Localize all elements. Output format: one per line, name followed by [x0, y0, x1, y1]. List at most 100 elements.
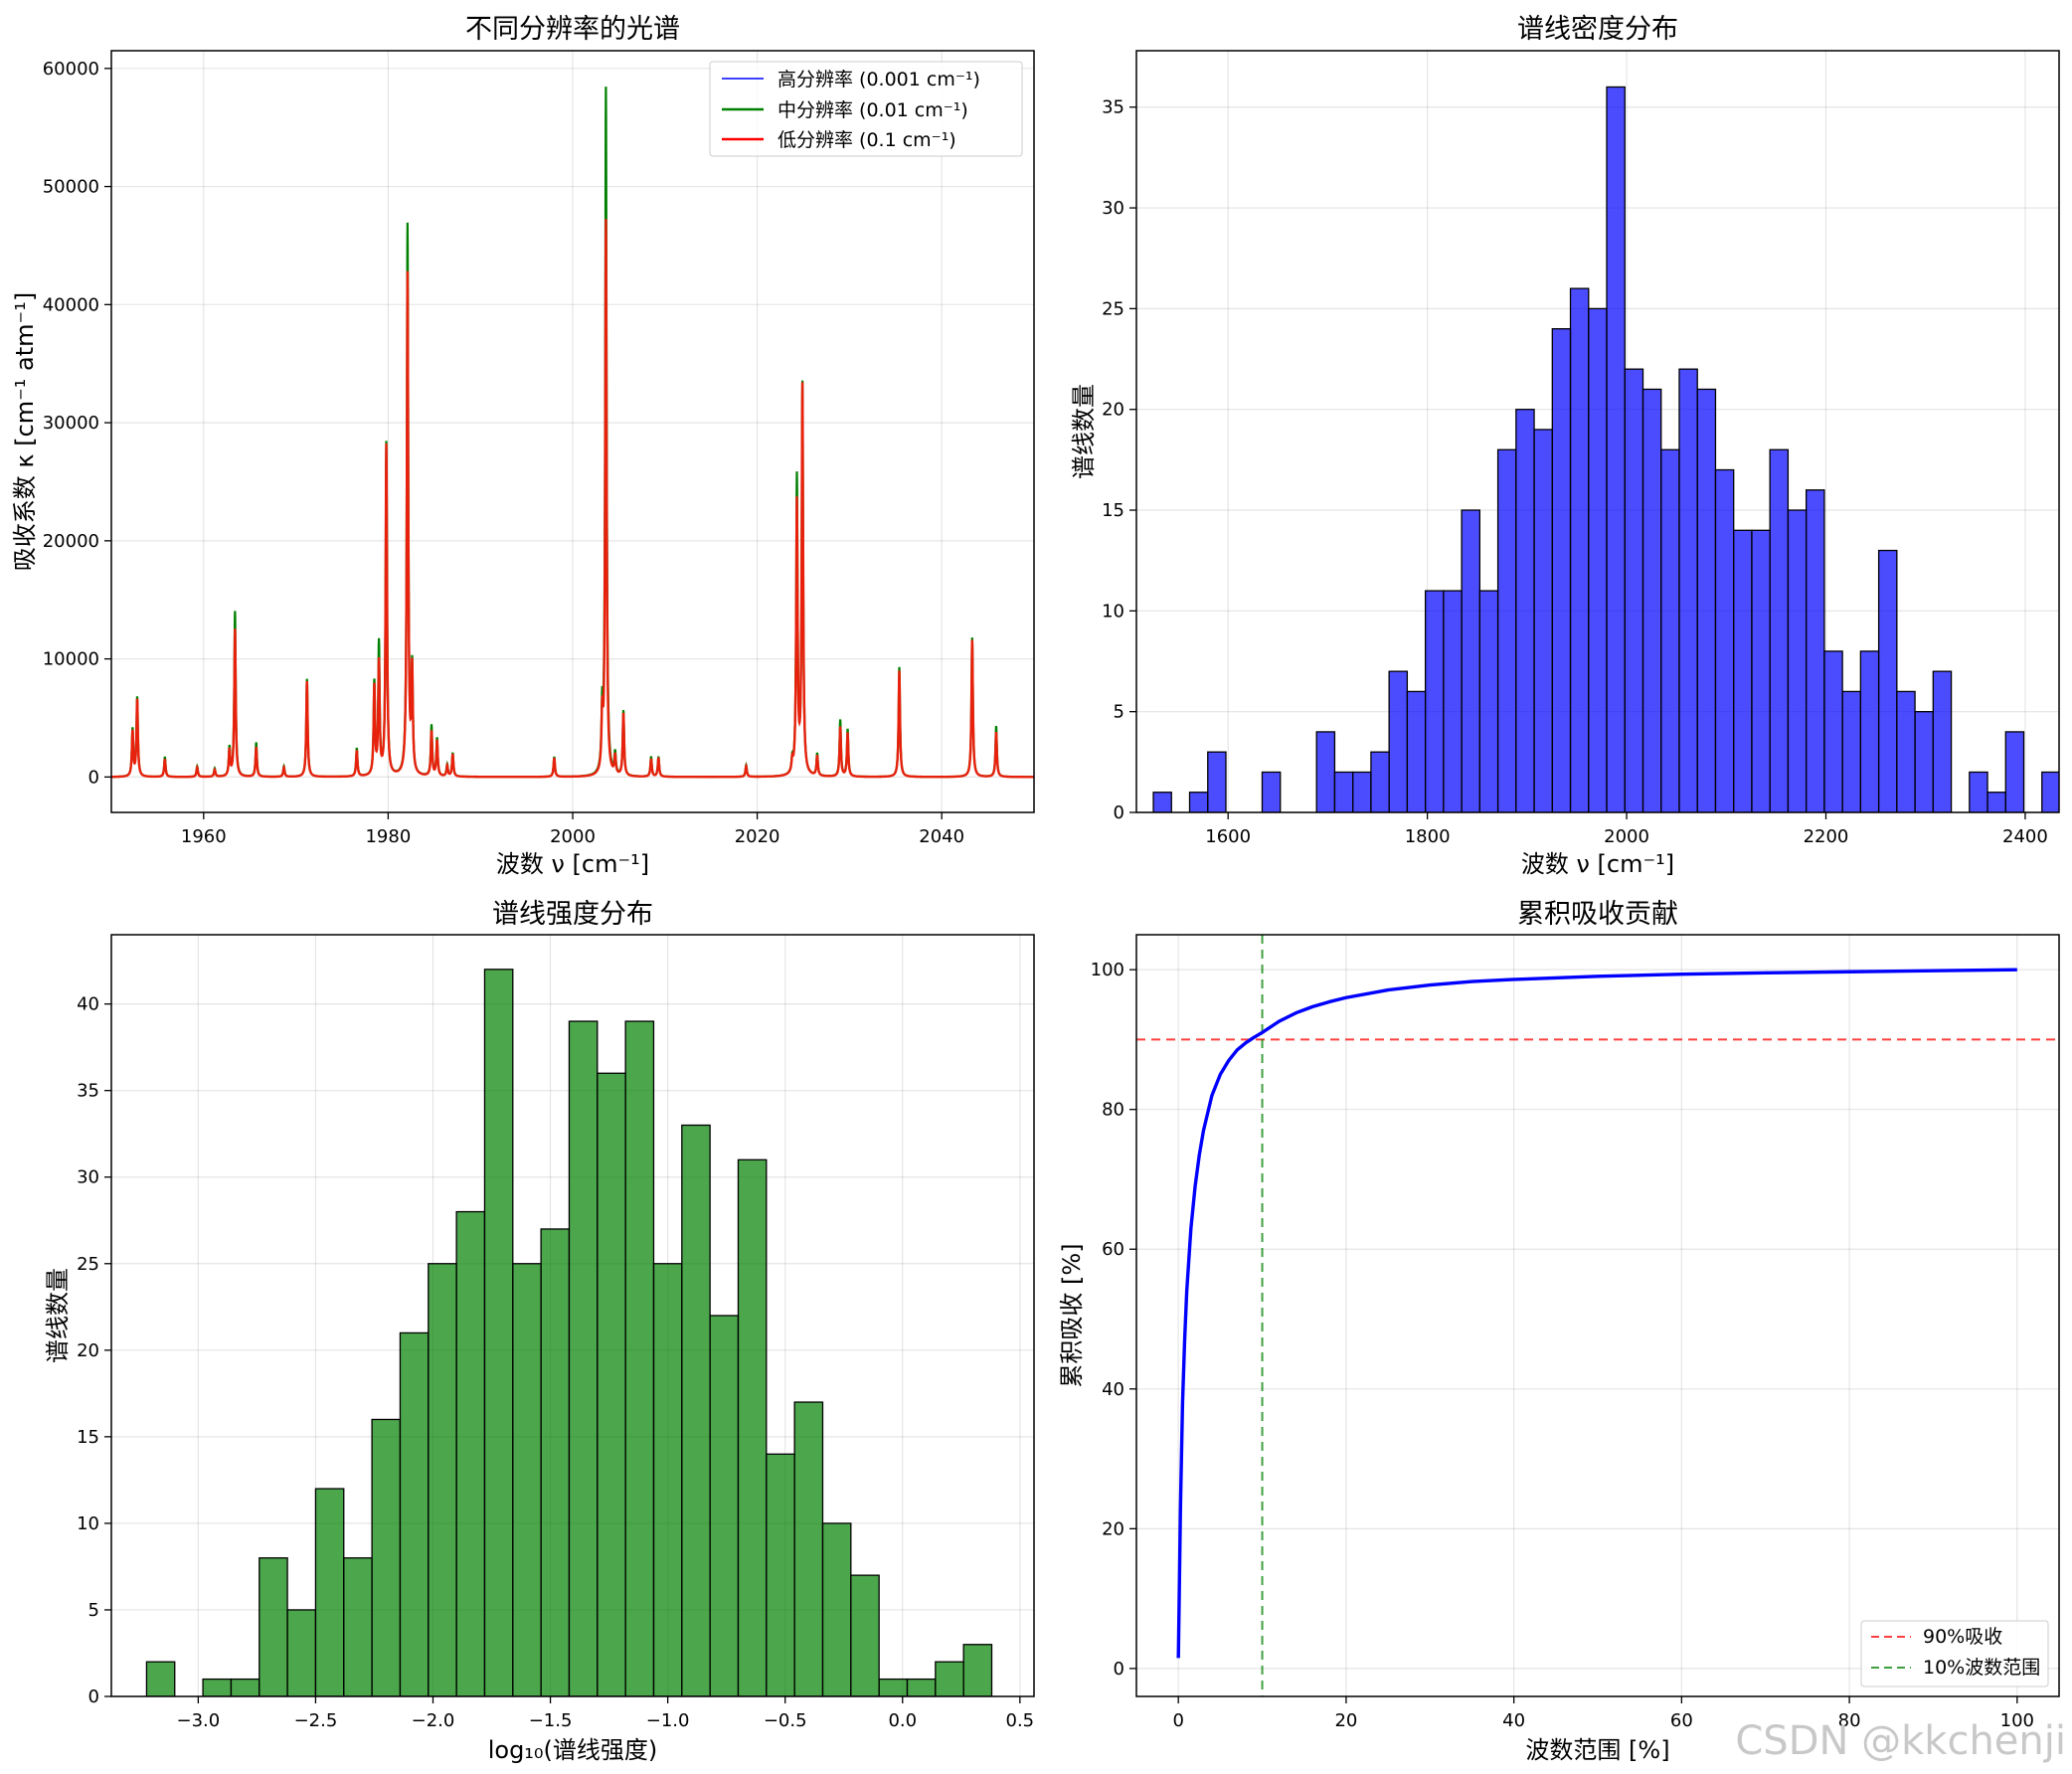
histogram-bar — [455, 1210, 486, 1696]
histogram-bar — [1606, 86, 1626, 812]
y-tick-label: 5 — [88, 1600, 99, 1621]
histogram-bar — [766, 1453, 795, 1696]
histogram-bar — [1841, 690, 1862, 812]
y-tick-label: 20 — [1102, 1518, 1124, 1539]
y-tick-label: 30 — [1102, 198, 1124, 219]
histogram-bar — [1496, 448, 1517, 812]
histogram-bar — [1478, 590, 1499, 812]
x-tick-label: 2000 — [1604, 826, 1649, 847]
histogram-bar — [259, 1557, 288, 1696]
axes-frame — [1135, 50, 2060, 813]
histogram-bar — [1352, 771, 1372, 812]
legend: 高分辨率 (0.001 cm⁻¹) 中分辨率 (0.01 cm⁻¹) 低分辨率 … — [709, 61, 1023, 157]
histogram-bar — [821, 1522, 852, 1696]
x-tick-label: −2.0 — [412, 1710, 455, 1731]
histogram-bar — [343, 1557, 373, 1696]
x-tick-label: 2040 — [919, 826, 964, 847]
y-tick-label: 25 — [77, 1254, 99, 1275]
y-axis-label: 累积吸收 [%] — [1058, 1243, 1086, 1387]
histogram-bar — [1787, 509, 1808, 812]
histogram-bar — [1806, 489, 1825, 812]
x-tick-label: 1980 — [365, 826, 411, 847]
y-tick-label: 10000 — [43, 649, 99, 670]
histogram-bar — [428, 1263, 457, 1696]
line-density-panel: 1600 1800 2000 2200 2400 0 5 10 15 20 25 30 35 谱线密度分… — [1070, 14, 2072, 878]
x-tick-label: 80 — [1838, 1710, 1861, 1731]
histogram-bar — [1733, 529, 1753, 812]
histogram-bar — [1751, 529, 1771, 812]
histogram-bar — [1823, 650, 1843, 812]
series-line-low-res — [111, 219, 1034, 779]
histogram-bar — [371, 1418, 402, 1696]
x-axis-label: 波数 ν [cm⁻¹] — [1521, 850, 1674, 878]
histogram-bar — [568, 1020, 599, 1696]
y-tick-label: 40000 — [43, 294, 99, 315]
histogram-bar — [935, 1661, 964, 1696]
legend-label-10-range: 10%波数范围 — [1923, 1657, 2040, 1679]
histogram-bar — [906, 1678, 937, 1696]
histogram-bar — [1152, 792, 1172, 812]
histogram-bar — [1406, 690, 1427, 812]
histogram-bar — [962, 1644, 993, 1696]
histogram-bar — [1461, 509, 1480, 812]
histogram-bar — [1315, 731, 1336, 812]
y-tick-label: 35 — [1102, 97, 1124, 118]
spectrum-resolution-panel: 1960 1980 2000 2020 2040 0 10000 20000 30000 4000… — [11, 14, 1035, 878]
histogram-bar — [399, 1331, 430, 1696]
histogram-bar — [1370, 751, 1390, 812]
x-tick-label: −3.0 — [177, 1710, 221, 1731]
histogram-bar — [2060, 793, 2072, 812]
plot-area — [111, 87, 1034, 779]
histogram-bar — [1261, 771, 1282, 812]
x-tick-label: 2020 — [735, 826, 780, 847]
histogram-bar — [597, 1072, 626, 1696]
histogram-bar — [1641, 388, 1662, 812]
histogram-bar — [1624, 368, 1644, 812]
x-tick-label: 40 — [1502, 1710, 1525, 1731]
y-tick-label: 20000 — [43, 531, 99, 552]
histogram-bar — [1333, 771, 1354, 812]
x-tick-label: 100 — [2000, 1710, 2034, 1731]
series-line-cumulative — [1176, 968, 2017, 1659]
x-tick-label: −1.0 — [646, 1710, 690, 1731]
y-tick-label: 25 — [1102, 298, 1124, 319]
x-tick-label: 0.0 — [888, 1710, 917, 1731]
x-tick-label: 20 — [1334, 1710, 1357, 1731]
histogram-bar — [483, 969, 514, 1696]
x-tick-label: 1600 — [1205, 826, 1251, 847]
histogram-bar — [1515, 409, 1535, 812]
legend: 90%吸收 10%波数范围 — [1860, 1620, 2049, 1687]
y-tick-label: 40 — [1102, 1379, 1124, 1400]
histogram-bar — [709, 1315, 740, 1696]
y-tick-label: 15 — [1102, 500, 1124, 521]
histogram-bar — [1424, 590, 1445, 812]
histogram-bar — [286, 1609, 317, 1696]
histogram-bar — [512, 1263, 542, 1696]
histogram-bar — [850, 1574, 880, 1696]
axes-frame — [110, 934, 1035, 1697]
histogram-bar — [1207, 751, 1227, 812]
x-tick-label: 0 — [1172, 1710, 1183, 1731]
chart-title: 累积吸收贡献 — [1517, 899, 1678, 930]
histogram-bar — [1588, 307, 1608, 812]
histogram-bar — [1714, 468, 1735, 812]
legend-label-90-absorption: 90%吸收 — [1923, 1626, 2002, 1648]
y-tick-label: 0 — [88, 1686, 99, 1707]
histogram-bar — [145, 1661, 176, 1696]
plot-area — [1136, 935, 2059, 1696]
chart-title: 谱线密度分布 — [1517, 14, 1678, 45]
histogram-bar — [1696, 388, 1717, 812]
y-tick-label: 20 — [77, 1340, 99, 1361]
y-tick-label: 50000 — [43, 177, 99, 198]
y-tick-label: 100 — [1091, 960, 1124, 980]
y-tick-label: 80 — [1102, 1100, 1124, 1121]
y-tick-label: 10 — [1102, 601, 1124, 621]
histogram-bar — [1859, 650, 1880, 812]
plot-area — [145, 969, 993, 1696]
histogram-bar — [1896, 690, 1916, 812]
x-tick-label: 0.5 — [1006, 1710, 1035, 1731]
y-tick-label: 0 — [88, 767, 99, 788]
chart-title: 不同分辨率的光谱 — [465, 14, 680, 45]
histogram-bar — [1769, 448, 1790, 812]
